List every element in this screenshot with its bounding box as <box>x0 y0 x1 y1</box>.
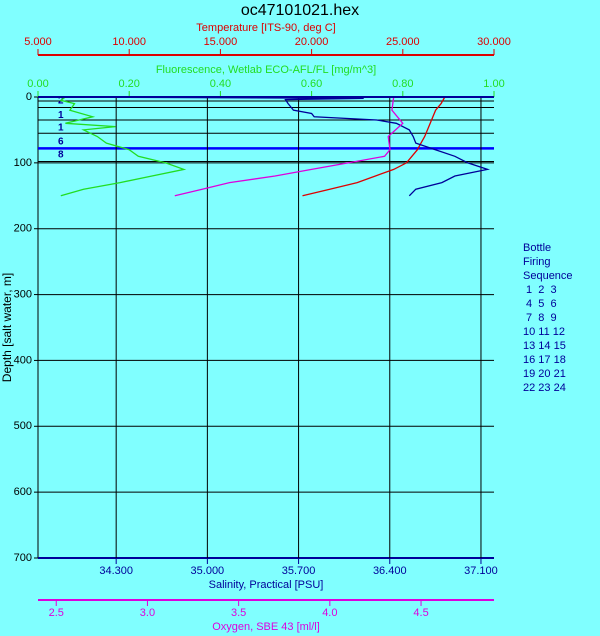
x-tick-label: 2.5 <box>49 607 64 619</box>
x-tick-label: 20.000 <box>295 36 329 48</box>
x-tick-label: 0.80 <box>392 78 413 90</box>
x-tick-label: 0.00 <box>27 78 48 90</box>
y-tick-label: 700 <box>14 552 32 564</box>
x-tick-label: 3.0 <box>140 607 155 619</box>
x-tick-label: 1.00 <box>483 78 504 90</box>
legend-text: 22 23 24 <box>523 382 566 394</box>
x-tick-label: 37.100 <box>464 565 498 577</box>
legend-text: 19 20 21 <box>523 368 566 380</box>
x-tick-label: 34.300 <box>99 565 133 577</box>
legend-text: Bottle <box>523 242 551 254</box>
bottle-label: 1 <box>58 110 64 121</box>
x-tick-label: 4.0 <box>322 607 337 619</box>
x-tick-label: 0.40 <box>210 78 231 90</box>
bottle-label: 8 <box>58 150 64 161</box>
y-tick-label: 200 <box>14 223 32 235</box>
x-axis-title: Oxygen, SBE 43 [ml/l] <box>212 621 320 633</box>
legend-text: Sequence <box>523 270 573 282</box>
profile-line <box>174 96 404 197</box>
y-tick-label: 400 <box>14 354 32 366</box>
x-tick-label: 25.000 <box>386 36 420 48</box>
legend-text: 7 8 9 <box>523 312 557 324</box>
x-tick-label: 30.000 <box>477 36 511 48</box>
x-tick-label: 36.400 <box>373 565 407 577</box>
x-tick-label: 10.000 <box>112 36 146 48</box>
y-tick-label: 300 <box>14 288 32 300</box>
x-axis-title: Fluorescence, Wetlab ECO-AFL/FL [mg/m^3] <box>156 64 376 76</box>
legend-text: 10 11 12 <box>523 326 565 338</box>
x-axis-title: Salinity, Practical [PSU] <box>209 579 324 591</box>
legend-text: 13 14 15 <box>523 340 566 352</box>
bottle-label: 1 <box>58 123 64 134</box>
y-tick-label: 500 <box>14 420 32 432</box>
profile-line <box>59 96 187 197</box>
legend-text: 1 2 3 <box>523 284 557 296</box>
x-tick-label: 0.60 <box>301 78 322 90</box>
x-axis-title: Temperature [ITS-90, deg C] <box>196 22 335 34</box>
profile-line <box>44 96 491 197</box>
x-tick-label: 15.000 <box>204 36 238 48</box>
y-tick-label: 0 <box>26 91 32 103</box>
bottle-label: 6 <box>58 136 64 147</box>
x-tick-label: 3.5 <box>231 607 246 619</box>
legend-text: 16 17 18 <box>523 354 566 366</box>
legend-text: Firing <box>523 256 551 268</box>
bottle-label: 2 <box>58 96 64 107</box>
x-tick-label: 35.000 <box>191 565 225 577</box>
chart-title: oc47101021.hex <box>241 2 359 19</box>
x-tick-label: 35.700 <box>282 565 316 577</box>
legend-text: 4 5 6 <box>523 298 557 310</box>
profile-line <box>302 96 446 197</box>
x-tick-label: 5.000 <box>24 36 52 48</box>
y-axis-title: Depth [salt water, m] <box>0 273 14 382</box>
y-tick-label: 100 <box>14 157 32 169</box>
y-tick-label: 600 <box>14 486 32 498</box>
x-tick-label: 0.20 <box>118 78 139 90</box>
x-tick-label: 4.5 <box>413 607 428 619</box>
